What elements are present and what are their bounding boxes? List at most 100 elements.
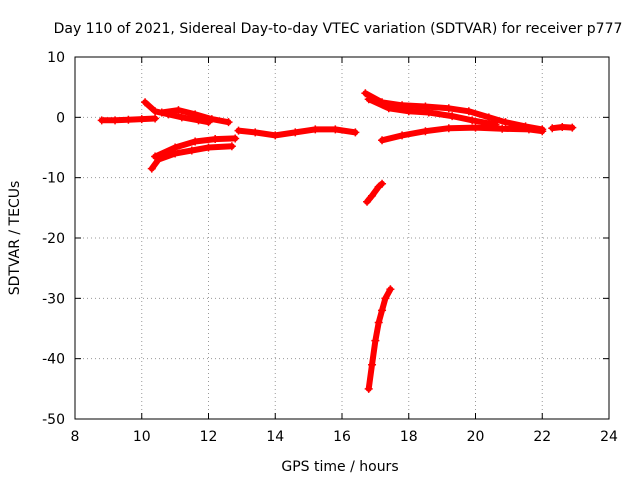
data-point-marker (558, 122, 567, 131)
data-point-marker (471, 123, 480, 132)
x-tick-label: 8 (71, 429, 80, 445)
data-point-marker (207, 115, 216, 124)
x-tick-label: 16 (333, 429, 351, 445)
data-point-marker (444, 124, 453, 133)
data-point-marker (251, 128, 260, 137)
y-axis-label: SDTVAR / TECUs (7, 181, 23, 296)
data-point-marker (378, 136, 387, 145)
data-series-arc-10 (548, 122, 577, 133)
data-series-arc-1 (97, 114, 160, 125)
data-point-marker (424, 108, 433, 117)
data-point-marker (368, 360, 377, 369)
data-point-marker (501, 118, 510, 127)
data-point-marker (421, 127, 430, 136)
data-point-marker (444, 104, 453, 113)
data-point-marker (187, 146, 196, 155)
data-point-marker (204, 143, 213, 152)
data-point-marker (484, 113, 493, 122)
y-tick-label: -40 (42, 352, 65, 368)
x-axis: 8 10 12 14 16 18 20 22 24 (71, 57, 618, 445)
data-point-marker (141, 98, 150, 107)
data-point-marker (378, 306, 387, 315)
data-point-marker (384, 104, 393, 113)
x-tick-label: 20 (467, 429, 485, 445)
data-point-marker (374, 318, 383, 327)
data-point-marker (211, 135, 220, 144)
series-trace (364, 180, 385, 205)
y-tick-label: 10 (47, 50, 65, 66)
series-trace (365, 286, 394, 392)
data-point-marker (111, 116, 120, 125)
data-point-marker (361, 89, 370, 98)
data-point-marker (386, 285, 395, 294)
data-point-marker (524, 125, 533, 134)
data-point-marker (147, 164, 156, 173)
data-point-marker (404, 107, 413, 116)
data-point-marker (291, 128, 300, 137)
data-point-marker (498, 124, 507, 133)
y-axis: 10 0 -10 -20 -30 -40 -50 (42, 50, 609, 428)
data-point-marker (227, 142, 236, 151)
data-point-marker (234, 126, 243, 135)
series-trace (379, 124, 546, 144)
data-series-arc-11 (363, 179, 387, 206)
plot-area (97, 89, 577, 393)
chart-title: Day 110 of 2021, Sidereal Day-to-day VTE… (54, 21, 623, 37)
data-point-marker (224, 118, 233, 127)
data-point-marker (151, 107, 160, 116)
data-point-marker (231, 134, 240, 143)
data-point-marker (364, 384, 373, 393)
data-point-marker (311, 125, 320, 134)
data-point-marker (351, 128, 360, 137)
x-tick-label: 24 (600, 429, 618, 445)
data-point-marker (364, 95, 373, 104)
data-series-arc-12 (364, 285, 395, 393)
data-point-marker (171, 143, 180, 152)
data-point-marker (538, 127, 547, 136)
x-tick-label: 14 (266, 429, 284, 445)
data-point-marker (568, 123, 577, 132)
data-point-marker (548, 124, 557, 133)
data-series-arc-9 (378, 123, 547, 145)
y-tick-label: -20 (42, 231, 65, 247)
data-point-marker (464, 107, 473, 116)
data-point-marker (378, 179, 387, 188)
data-series-arc-3 (157, 106, 233, 127)
x-tick-label: 10 (133, 429, 151, 445)
x-tick-label: 12 (200, 429, 218, 445)
data-series-arc-4 (147, 142, 236, 173)
y-tick-label: -10 (42, 171, 65, 187)
y-tick-label: -50 (42, 412, 65, 428)
y-tick-label: -30 (42, 291, 65, 307)
data-point-marker (368, 191, 377, 200)
data-point-marker (448, 112, 457, 121)
data-point-marker (151, 152, 160, 161)
data-point-marker (97, 116, 106, 125)
data-point-marker (271, 131, 280, 140)
x-tick-label: 18 (400, 429, 418, 445)
data-point-marker (331, 125, 340, 134)
data-point-marker (174, 106, 183, 115)
data-point-marker (398, 131, 407, 140)
data-series-arc-8 (364, 95, 500, 129)
series-trace (362, 90, 546, 133)
data-series-arc-5 (151, 134, 240, 161)
data-point-marker (124, 115, 133, 124)
x-axis-label: GPS time / hours (281, 459, 398, 475)
data-point-marker (177, 113, 186, 122)
data-point-marker (363, 197, 372, 206)
x-tick-label: 22 (533, 429, 551, 445)
y-tick-label: 0 (56, 110, 65, 126)
data-point-marker (191, 137, 200, 146)
gridlines (75, 57, 609, 419)
data-point-marker (191, 110, 200, 119)
data-point-marker (381, 294, 390, 303)
data-point-marker (371, 336, 380, 345)
data-point-marker (421, 102, 430, 111)
data-point-marker (137, 115, 146, 124)
data-point-marker (157, 108, 166, 117)
data-point-marker (151, 114, 160, 123)
data-series-arc-6 (234, 125, 360, 140)
data-point-marker (468, 116, 477, 125)
